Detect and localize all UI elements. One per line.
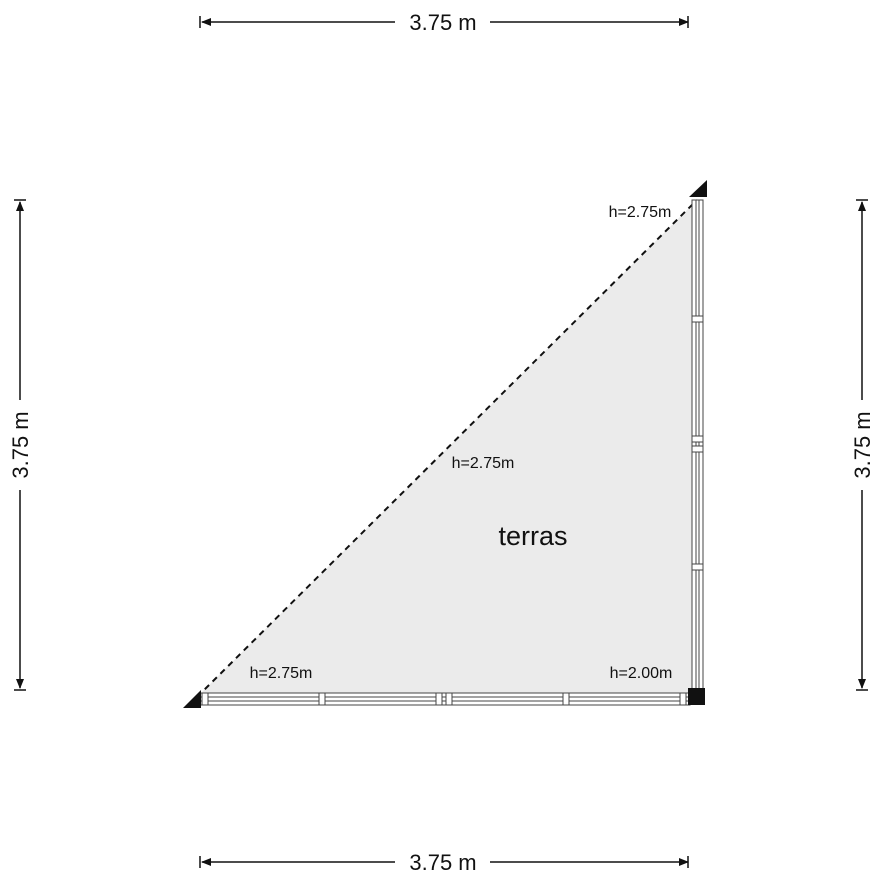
dimension-lines [14, 16, 868, 868]
corner-marker [689, 180, 707, 197]
corner-marker [183, 690, 201, 708]
open-edge [196, 199, 698, 698]
room-name: terras [498, 521, 567, 551]
height-label: h=2.00m [610, 665, 673, 682]
height-label: h=2.75m [609, 204, 672, 221]
dimension-bottom: 3.75 m [409, 850, 476, 875]
dimension-right: 3.75 m [850, 411, 875, 478]
height-label: h=2.75m [452, 455, 515, 472]
dimension-top: 3.75 m [409, 10, 476, 35]
column [688, 688, 705, 705]
dimension-left: 3.75 m [8, 411, 33, 478]
height-label: h=2.75m [250, 665, 313, 682]
